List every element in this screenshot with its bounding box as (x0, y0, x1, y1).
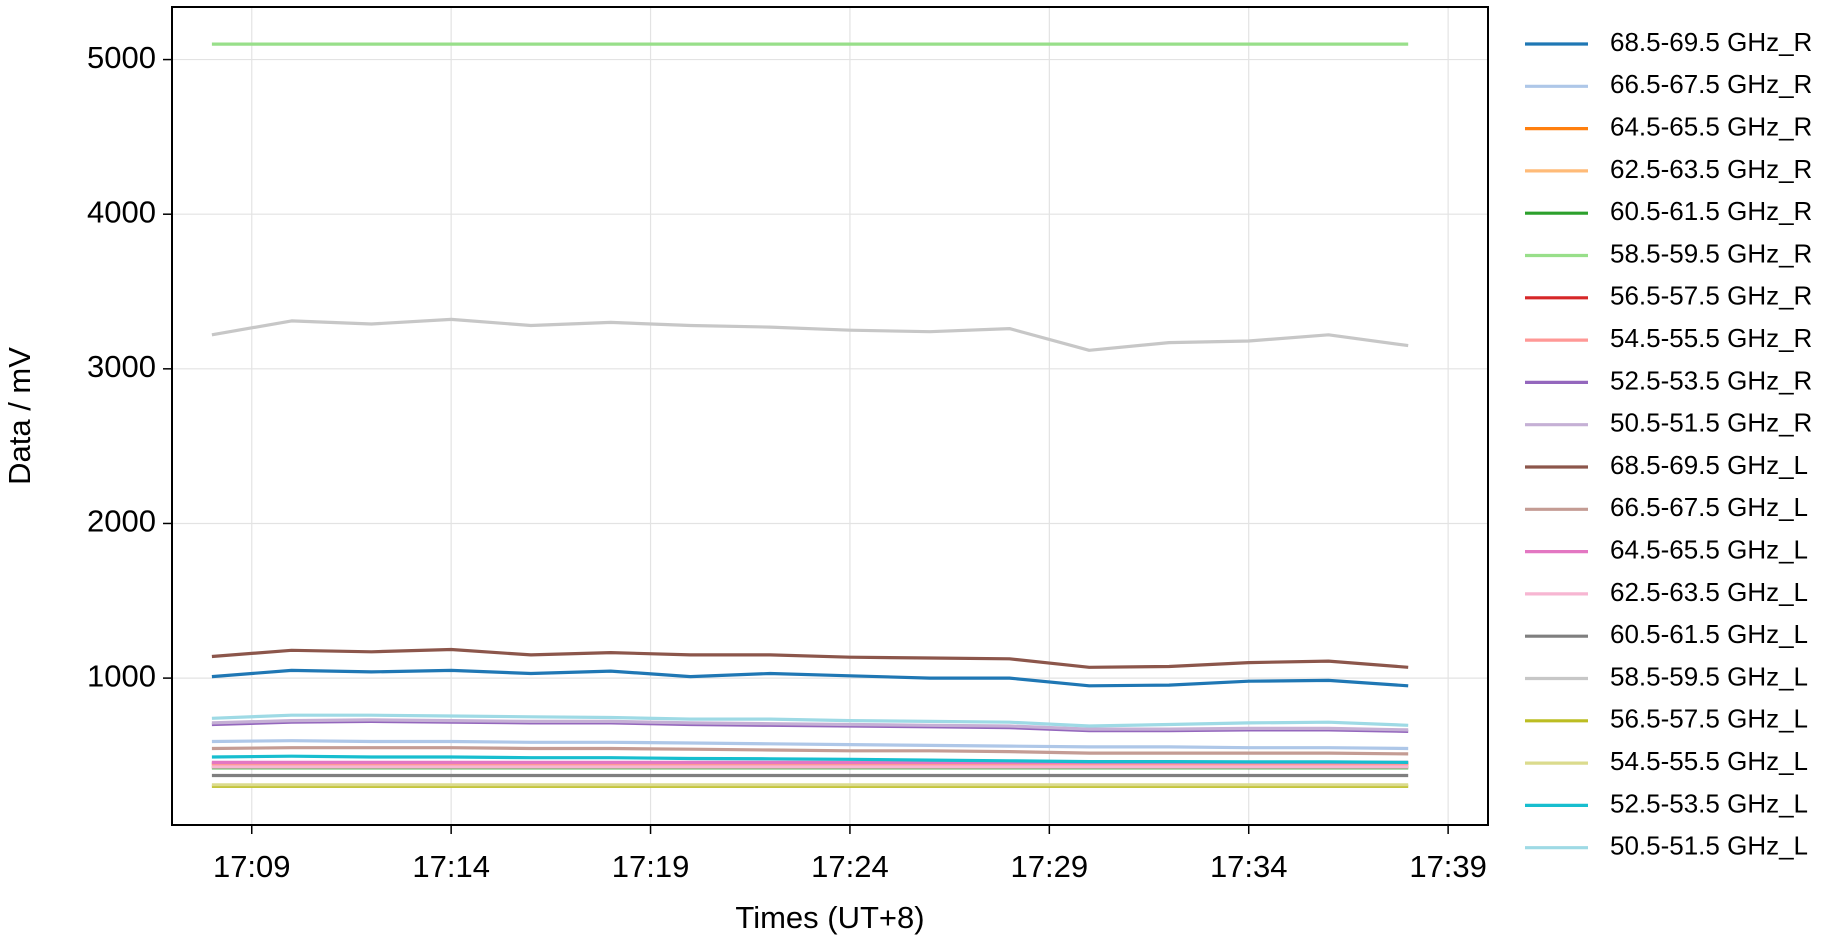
series-line (211, 739, 1409, 751)
legend-label: 56.5-57.5 GHz_R (1610, 281, 1812, 311)
x-tick-label: 17:29 (1011, 849, 1089, 884)
legend-label: 58.5-59.5 GHz_R (1610, 238, 1812, 268)
series-line (211, 317, 1409, 352)
legend-label: 68.5-69.5 GHz_L (1610, 450, 1808, 480)
y-tick-label: 4000 (87, 194, 156, 229)
legend-label: 68.5-69.5 GHz_R (1610, 27, 1812, 57)
legend-label: 54.5-55.5 GHz_R (1610, 323, 1812, 353)
legend-label: 60.5-61.5 GHz_L (1610, 619, 1808, 649)
legend-label: 52.5-53.5 GHz_L (1610, 788, 1808, 818)
y-tick-label: 5000 (87, 40, 156, 75)
y-axis-label: Data / mV (2, 347, 37, 485)
legend-label: 50.5-51.5 GHz_R (1610, 408, 1812, 438)
x-axis-label: Times (UT+8) (735, 900, 924, 935)
series-line (211, 647, 1409, 669)
x-tick-label: 17:34 (1210, 849, 1288, 884)
y-tick-label: 2000 (87, 504, 156, 539)
legend-label: 58.5-59.5 GHz_L (1610, 661, 1808, 691)
x-tick-label: 17:24 (811, 849, 889, 884)
legend-label: 64.5-65.5 GHz_R (1610, 111, 1812, 141)
series-line (211, 746, 1409, 756)
series-line (211, 668, 1409, 688)
legend-label: 62.5-63.5 GHz_L (1610, 577, 1808, 607)
legend-label: 54.5-55.5 GHz_L (1610, 746, 1808, 776)
series-line (211, 718, 1409, 732)
legend-label: 62.5-63.5 GHz_R (1610, 154, 1812, 184)
y-tick-label: 3000 (87, 349, 156, 384)
legend-label: 56.5-57.5 GHz_L (1610, 704, 1808, 734)
x-tick-label: 17:09 (213, 849, 291, 884)
legend-label: 52.5-53.5 GHz_R (1610, 365, 1812, 395)
legend-label: 64.5-65.5 GHz_L (1610, 534, 1808, 564)
x-tick-label: 17:14 (412, 849, 490, 884)
plot-frame (171, 6, 1489, 826)
series-line (211, 754, 1409, 764)
series-line (211, 713, 1409, 728)
legend-label: 66.5-67.5 GHz_R (1610, 69, 1812, 99)
x-tick-label: 17:19 (612, 849, 690, 884)
x-tick-label: 17:39 (1409, 849, 1487, 884)
y-tick-label: 1000 (87, 658, 156, 693)
legend-label: 66.5-67.5 GHz_L (1610, 492, 1808, 522)
legend-label: 60.5-61.5 GHz_R (1610, 196, 1812, 226)
legend-label: 50.5-51.5 GHz_L (1610, 831, 1808, 861)
